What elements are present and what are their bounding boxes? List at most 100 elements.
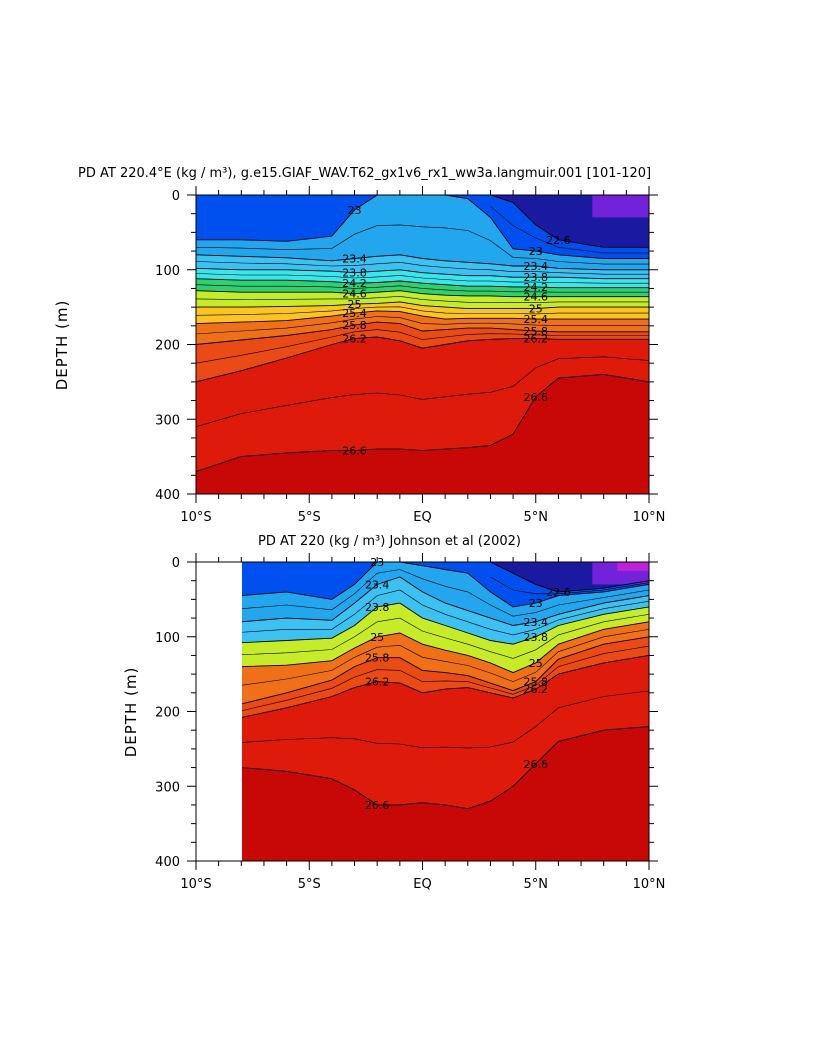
y-tick-label: 0 — [172, 556, 180, 571]
contour-label-26-6: 26.6 — [342, 445, 367, 458]
contour-label-23-8: 23.8 — [524, 631, 549, 644]
contour-label-25: 25 — [370, 631, 384, 644]
contour-label-26-6: 26.6 — [524, 391, 549, 404]
x-tick-label: EQ — [413, 877, 431, 892]
intermediate-isopycnal — [242, 629, 649, 686]
y-tick-label: 300 — [155, 780, 180, 795]
isopycnal-line-25-8 — [242, 636, 649, 705]
isopycnal-line-25 — [242, 621, 649, 674]
intermediate-isopycnal — [196, 224, 649, 265]
isopycnal-line-23 — [196, 195, 649, 259]
x-tick-label: 10°S — [180, 877, 211, 892]
y-tick-label: 200 — [155, 706, 180, 721]
intermediate-isopycnal — [196, 316, 649, 335]
intermediate-isopycnal — [242, 589, 649, 636]
contour-label-25: 25 — [348, 298, 362, 311]
contour-label-23-4: 23.4 — [524, 260, 549, 273]
intermediate-isopycnal — [196, 295, 649, 303]
intermediate-isopycnal — [242, 690, 649, 749]
x-tick-label: EQ — [413, 510, 431, 525]
x-tick-label: 5°S — [298, 877, 321, 892]
intermediate-isopycnal — [196, 356, 649, 427]
isopycnal-line-25 — [196, 301, 649, 310]
isopycnal-line-24-2 — [196, 278, 649, 289]
x-tick-label: 5°N — [524, 877, 549, 892]
isopycnal-line-26-2 — [242, 654, 649, 718]
x-tick-label: 5°S — [298, 510, 321, 525]
contour-label-22-6: 22.6 — [546, 234, 571, 247]
contour-label-23-4: 23.4 — [365, 578, 390, 591]
isopycnal-line-26-2 — [196, 336, 649, 383]
y-tick-label: 0 — [172, 189, 180, 204]
top-panel: PD AT 220.4°E (kg / m³), g.e15.GIAF_WAV.… — [53, 166, 665, 525]
contour-label-22-6: 22.6 — [546, 586, 571, 599]
contour-label-26-2: 26.2 — [342, 333, 367, 346]
contour-label-24-6: 24.6 — [342, 288, 367, 301]
bottom-title: PD AT 220 (kg / m³) Johnson et al (2002) — [258, 534, 521, 549]
contour-label-25-4: 25.4 — [342, 307, 367, 320]
top-contour-field — [196, 195, 649, 494]
contour-label-23-8: 23.8 — [365, 601, 390, 614]
y-tick-label: 400 — [155, 855, 180, 870]
contour-label-23: 23 — [348, 204, 362, 217]
contour-label-25-8: 25.8 — [365, 652, 390, 665]
y-tick-label: 400 — [155, 488, 180, 503]
contour-label-24-2: 24.2 — [342, 277, 367, 290]
y-tick-label: 100 — [155, 631, 180, 646]
isopycnal-line-22-6 — [490, 562, 649, 593]
y-tick-label: 100 — [155, 264, 180, 279]
x-tick-label: 10°S — [180, 510, 211, 525]
isopycnal-line-23-8 — [242, 602, 649, 645]
contour-label-23-4: 23.4 — [524, 616, 549, 629]
isopycnal-line-23-4 — [196, 254, 649, 271]
isopycnal-line-25-4 — [196, 310, 649, 325]
contour-label-23: 23 — [529, 245, 543, 258]
isopycnal-line-26-6 — [242, 726, 649, 810]
x-tick-label: 5°N — [524, 510, 549, 525]
x-tick-label: 10°N — [633, 510, 666, 525]
intermediate-isopycnal — [196, 329, 649, 364]
bottom-y-axis-label: DEPTH (m) — [122, 667, 140, 758]
isopycnal-line-23 — [242, 562, 649, 608]
intermediate-isopycnal — [242, 614, 649, 659]
contour-label-26-2: 26.2 — [524, 683, 549, 696]
intermediate-isopycnal — [490, 205, 649, 254]
isopycnal-line-24-6 — [196, 290, 649, 298]
intermediate-isopycnal — [196, 306, 649, 316]
contour-label-23-4: 23.4 — [342, 253, 367, 266]
contour-label-25-4: 25.4 — [524, 313, 549, 326]
contour-label-25-8: 25.8 — [342, 319, 367, 332]
contour-label-26-2: 26.2 — [365, 676, 390, 689]
top-y-axis-label: DEPTH (m) — [53, 300, 71, 391]
contour-label-24-6: 24.6 — [524, 291, 549, 304]
contour-label-25: 25 — [529, 303, 543, 316]
contour-label-25-8: 25.8 — [524, 676, 549, 689]
intermediate-isopycnal — [196, 261, 649, 275]
isopycnal-line-23-8 — [196, 267, 649, 280]
density-band-22-6 — [242, 562, 649, 592]
top-title: PD AT 220.4°E (kg / m³), g.e15.GIAF_WAV.… — [78, 166, 651, 181]
contour-label-23: 23 — [529, 597, 543, 610]
contour-label-23-8: 23.8 — [342, 267, 367, 280]
contour-label-26-6: 26.6 — [365, 799, 390, 812]
intermediate-isopycnal — [196, 284, 649, 293]
contour-label-25: 25 — [529, 657, 543, 670]
intermediate-isopycnal — [196, 273, 649, 284]
intermediate-isopycnal — [242, 569, 649, 617]
x-tick-label: 10°N — [633, 877, 666, 892]
contour-label-24-2: 24.2 — [524, 281, 549, 294]
contour-label-25-8: 25.8 — [524, 325, 549, 338]
density-band-22-6 — [196, 195, 649, 248]
intermediate-isopycnal — [242, 645, 649, 711]
y-tick-label: 200 — [155, 339, 180, 354]
y-tick-label: 300 — [155, 413, 180, 428]
intermediate-isopycnal — [490, 576, 649, 595]
surface-patch-magenta — [617, 562, 649, 571]
surface-patch-purple — [592, 195, 649, 218]
bottom-contour-field — [242, 562, 649, 861]
isopycnal-line-23-4 — [242, 576, 649, 626]
isopycnal-line-25-8 — [196, 321, 649, 345]
isopycnal-line-22-6 — [490, 195, 649, 248]
contour-label-26-6: 26.6 — [524, 758, 549, 771]
